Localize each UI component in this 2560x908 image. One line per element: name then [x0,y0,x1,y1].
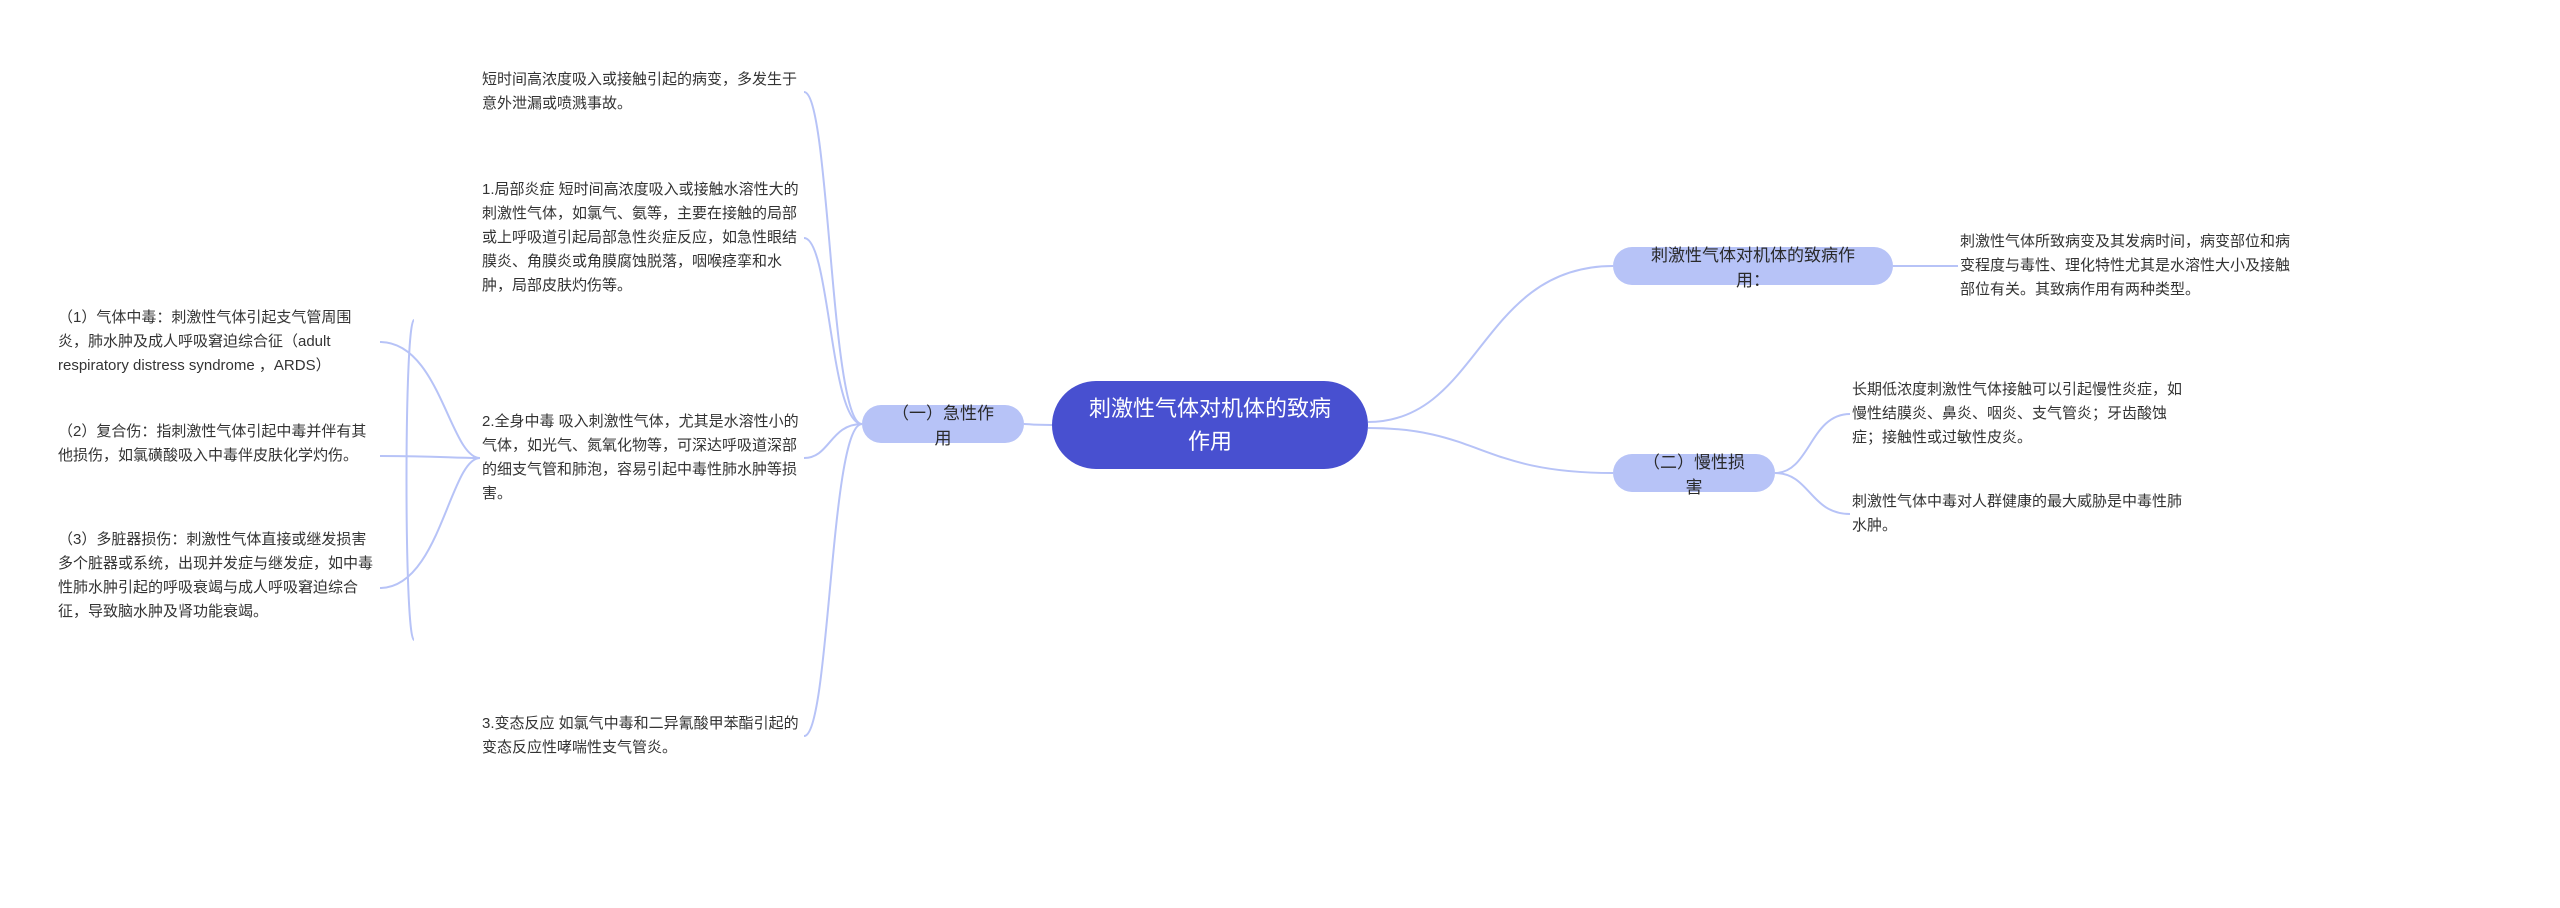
leaf-chronic-1: 长期低浓度刺激性气体接触可以引起慢性炎症，如慢性结膜炎、鼻炎、咽炎、支气管炎；牙… [1852,378,2182,450]
branch-acute-effect[interactable]: （一）急性作用 [862,405,1024,443]
leaf-multiorgan-injury: （3）多脏器损伤：刺激性气体直接或继发损害多个脏器或系统，出现并发症与继发症，如… [58,528,378,624]
leaf-text: 刺激性气体中毒对人群健康的最大威胁是中毒性肺水肿。 [1852,490,2182,538]
leaf-text: 2.全身中毒 吸入刺激性气体，尤其是水溶性小的气体，如光气、氮氧化物等，可深达呼… [482,410,802,506]
leaf-text: 短时间高浓度吸入或接触引起的病变，多发生于意外泄漏或喷溅事故。 [482,68,802,116]
root-label: 刺激性气体对机体的致病作用 [1086,392,1334,458]
leaf-text: 刺激性气体所致病变及其发病时间，病变部位和病变程度与毒性、理化特性尤其是水溶性大… [1960,230,2290,302]
mindmap-canvas: 刺激性气体对机体的致病作用 刺激性气体对机体的致病作用： 刺激性气体所致病变及其… [0,0,2560,908]
leaf-text: 1.局部炎症 短时间高浓度吸入或接触水溶性大的刺激性气体，如氯气、氨等，主要在接… [482,178,802,298]
leaf-text: 3.变态反应 如氯气中毒和二异氰酸甲苯酯引起的变态反应性哮喘性支气管炎。 [482,712,802,760]
leaf-local-inflammation: 1.局部炎症 短时间高浓度吸入或接触水溶性大的刺激性气体，如氯气、氨等，主要在接… [482,178,802,298]
leaf-text: 长期低浓度刺激性气体接触可以引起慢性炎症，如慢性结膜炎、鼻炎、咽炎、支气管炎；牙… [1852,378,2182,450]
branch-label: 刺激性气体对机体的致病作用： [1635,241,1871,291]
branch-label: （一）急性作用 [884,399,1002,449]
leaf-systemic-poisoning: 2.全身中毒 吸入刺激性气体，尤其是水溶性小的气体，如光气、氮氧化物等，可深达呼… [482,410,802,506]
leaf-acute-intro: 短时间高浓度吸入或接触引起的病变，多发生于意外泄漏或喷溅事故。 [482,68,802,116]
leaf-gas-poisoning: （1）气体中毒：刺激性气体引起支气管周围炎，肺水肿及成人呼吸窘迫综合征（adul… [58,306,378,378]
leaf-allergic-reaction: 3.变态反应 如氯气中毒和二异氰酸甲苯酯引起的变态反应性哮喘性支气管炎。 [482,712,802,760]
mindmap-root[interactable]: 刺激性气体对机体的致病作用 [1052,381,1368,469]
leaf-compound-injury: （2）复合伤：指刺激性气体引起中毒并伴有其他损伤，如氯磺酸吸入中毒伴皮肤化学灼伤… [58,420,378,468]
leaf-text: （1）气体中毒：刺激性气体引起支气管周围炎，肺水肿及成人呼吸窘迫综合征（adul… [58,306,378,378]
leaf-text: （2）复合伤：指刺激性气体引起中毒并伴有其他损伤，如氯磺酸吸入中毒伴皮肤化学灼伤… [58,420,378,468]
leaf-pathogenic-desc: 刺激性气体所致病变及其发病时间，病变部位和病变程度与毒性、理化特性尤其是水溶性大… [1960,230,2290,302]
leaf-text: （3）多脏器损伤：刺激性气体直接或继发损害多个脏器或系统，出现并发症与继发症，如… [58,528,378,624]
branch-chronic-damage[interactable]: （二）慢性损害 [1613,454,1775,492]
leaf-chronic-2: 刺激性气体中毒对人群健康的最大威胁是中毒性肺水肿。 [1852,490,2182,538]
branch-label: （二）慢性损害 [1635,448,1753,498]
branch-pathogenic-effect[interactable]: 刺激性气体对机体的致病作用： [1613,247,1893,285]
